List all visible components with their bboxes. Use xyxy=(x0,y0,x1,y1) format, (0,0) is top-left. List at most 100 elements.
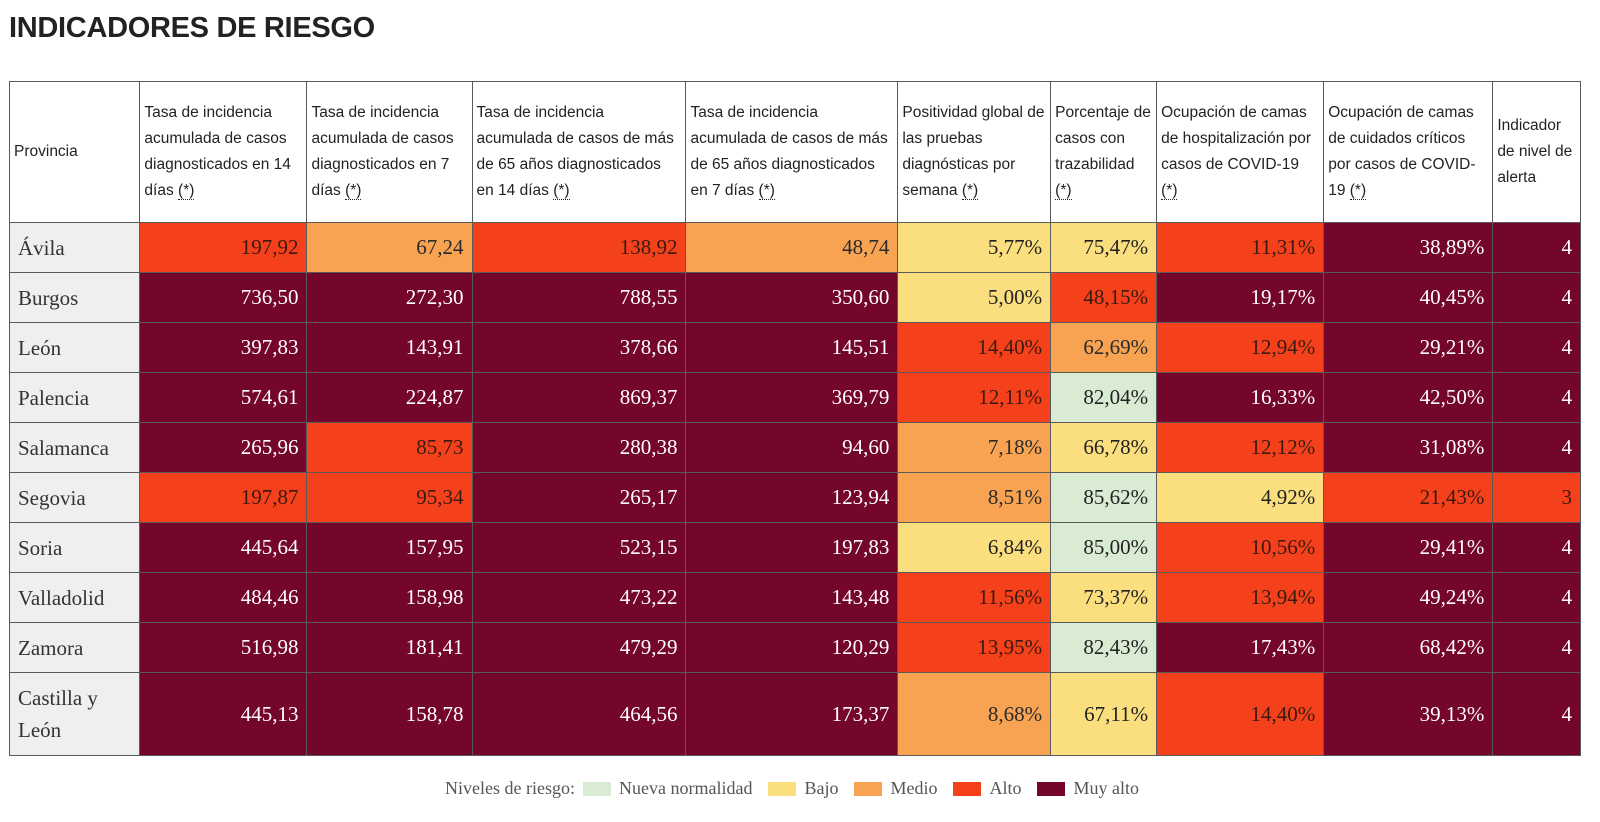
info-asterisk[interactable]: (*) xyxy=(758,182,775,200)
value-cell: 788,55 xyxy=(471,272,687,323)
value-cell: 464,56 xyxy=(471,672,687,756)
value-cell: 12,94% xyxy=(1156,322,1325,373)
value-cell: 7,18% xyxy=(897,422,1052,473)
value-cell: 11,31% xyxy=(1156,222,1325,273)
column-header: Ocupación de camas de hospitalización po… xyxy=(1156,81,1325,223)
legend-item-label: Nueva normalidad xyxy=(619,778,753,798)
value-cell: 67,11% xyxy=(1050,672,1158,756)
value-cell: 16,33% xyxy=(1156,372,1325,423)
value-cell: 123,94 xyxy=(685,472,899,523)
value-cell: 6,84% xyxy=(897,522,1052,573)
column-header-label: Positividad global de las pruebas diagnó… xyxy=(902,104,1045,199)
province-cell: Segovia xyxy=(8,472,141,523)
info-asterisk[interactable]: (*) xyxy=(961,182,979,200)
value-cell: 49,24% xyxy=(1323,572,1494,623)
value-cell: 397,83 xyxy=(139,322,308,373)
legend-item-label: Muy alto xyxy=(1073,778,1139,798)
table-header-row: Provincia Tasa de incidencia acumulada d… xyxy=(8,81,1581,223)
column-header: Porcentaje de casos con trazabilidad (*) xyxy=(1050,81,1158,223)
legend-title: Niveles de riesgo: xyxy=(445,778,575,798)
value-cell: 66,78% xyxy=(1050,422,1158,473)
value-cell: 13,95% xyxy=(897,622,1052,673)
value-cell: 736,50 xyxy=(139,272,308,323)
value-cell: 8,51% xyxy=(897,472,1052,523)
value-cell: 14,40% xyxy=(1156,672,1325,756)
table-row: Burgos 736,50 272,30 788,55 350,60 5,00% 48,15… xyxy=(8,272,1581,323)
value-cell: 5,77% xyxy=(897,222,1052,273)
legend-item: Nueva normalidad xyxy=(583,778,752,799)
value-cell: 21,43% xyxy=(1323,472,1494,523)
info-asterisk[interactable]: (*) xyxy=(1161,182,1178,200)
value-cell: 94,60 xyxy=(685,422,899,473)
column-header-label: Ocupación de camas de hospitalización po… xyxy=(1161,104,1312,173)
value-cell: 31,08% xyxy=(1323,422,1494,473)
column-header: Tasa de incidencia acumulada de casos di… xyxy=(306,81,473,223)
province-cell: Castilla y León xyxy=(8,672,141,756)
value-cell: 68,42% xyxy=(1323,622,1494,673)
value-cell: 157,95 xyxy=(306,522,473,573)
value-cell: 48,15% xyxy=(1050,272,1158,323)
value-cell: 12,12% xyxy=(1156,422,1325,473)
value-cell: 10,56% xyxy=(1156,522,1325,573)
info-asterisk[interactable]: (*) xyxy=(553,182,570,200)
value-cell: 143,48 xyxy=(685,572,899,623)
value-cell: 181,41 xyxy=(306,622,473,673)
legend-item-label: Bajo xyxy=(804,778,839,798)
page-title: INDICADORES DE RIESGO xyxy=(9,12,375,44)
value-cell: 12,11% xyxy=(897,372,1052,423)
legend-swatch xyxy=(854,781,883,796)
value-cell: 484,46 xyxy=(139,572,308,623)
value-cell: 67,24 xyxy=(306,222,473,273)
value-cell: 224,87 xyxy=(306,372,473,423)
column-header-label: Tasa de incidencia acumulada de casos de… xyxy=(476,104,674,199)
value-cell: 350,60 xyxy=(685,272,899,323)
value-cell: 38,89% xyxy=(1323,222,1494,273)
value-cell: 14,40% xyxy=(897,322,1052,373)
legend-swatch xyxy=(953,781,982,796)
value-cell: 145,51 xyxy=(685,322,899,373)
risk-indicators-table: Provincia Tasa de incidencia acumulada d… xyxy=(8,81,1581,756)
value-cell: 19,17% xyxy=(1156,272,1325,323)
value-cell: 4 xyxy=(1492,572,1581,623)
table-row: Segovia 197,87 95,34 265,17 123,94 8,51% 85,62… xyxy=(8,472,1581,523)
legend-swatch xyxy=(1037,781,1066,796)
column-header: Tasa de incidencia acumulada de casos di… xyxy=(139,81,308,223)
info-asterisk[interactable]: (*) xyxy=(345,182,362,200)
value-cell: 869,37 xyxy=(471,372,687,423)
value-cell: 272,30 xyxy=(306,272,473,323)
column-header: Tasa de incidencia acumulada de casos de… xyxy=(471,81,687,223)
legend-item: Medio xyxy=(854,778,937,799)
value-cell: 445,64 xyxy=(139,522,308,573)
value-cell: 523,15 xyxy=(471,522,687,573)
value-cell: 82,43% xyxy=(1050,622,1158,673)
table-row: León 397,83 143,91 378,66 145,51 14,40% 62,69%… xyxy=(8,322,1581,373)
province-cell: Soria xyxy=(8,522,141,573)
column-header: Ocupación de camas de cuidados críticos … xyxy=(1323,81,1494,223)
info-asterisk[interactable]: (*) xyxy=(1349,182,1367,200)
value-cell: 369,79 xyxy=(685,372,899,423)
column-header-label: Tasa de incidencia acumulada de casos di… xyxy=(144,104,291,199)
info-asterisk[interactable]: (*) xyxy=(178,182,195,200)
legend-item-label: Medio xyxy=(890,778,938,798)
value-cell: 197,87 xyxy=(139,472,308,523)
value-cell: 95,34 xyxy=(306,472,473,523)
info-asterisk[interactable]: (*) xyxy=(1055,182,1072,200)
value-cell: 280,38 xyxy=(471,422,687,473)
value-cell: 265,17 xyxy=(471,472,687,523)
column-header-label: Ocupación de camas de cuidados críticos … xyxy=(1328,104,1476,199)
value-cell: 40,45% xyxy=(1323,272,1494,323)
value-cell: 574,61 xyxy=(139,372,308,423)
value-cell: 473,22 xyxy=(471,572,687,623)
value-cell: 445,13 xyxy=(139,672,308,756)
value-cell: 48,74 xyxy=(685,222,899,273)
legend-item: Alto xyxy=(953,778,1021,799)
value-cell: 479,29 xyxy=(471,622,687,673)
value-cell: 29,21% xyxy=(1323,322,1494,373)
province-cell: Palencia xyxy=(8,372,141,423)
value-cell: 5,00% xyxy=(897,272,1052,323)
value-cell: 11,56% xyxy=(897,572,1052,623)
column-header-provincia: Provincia xyxy=(8,81,141,223)
value-cell: 143,91 xyxy=(306,322,473,373)
legend-item: Bajo xyxy=(768,778,838,799)
value-cell: 197,92 xyxy=(139,222,308,273)
